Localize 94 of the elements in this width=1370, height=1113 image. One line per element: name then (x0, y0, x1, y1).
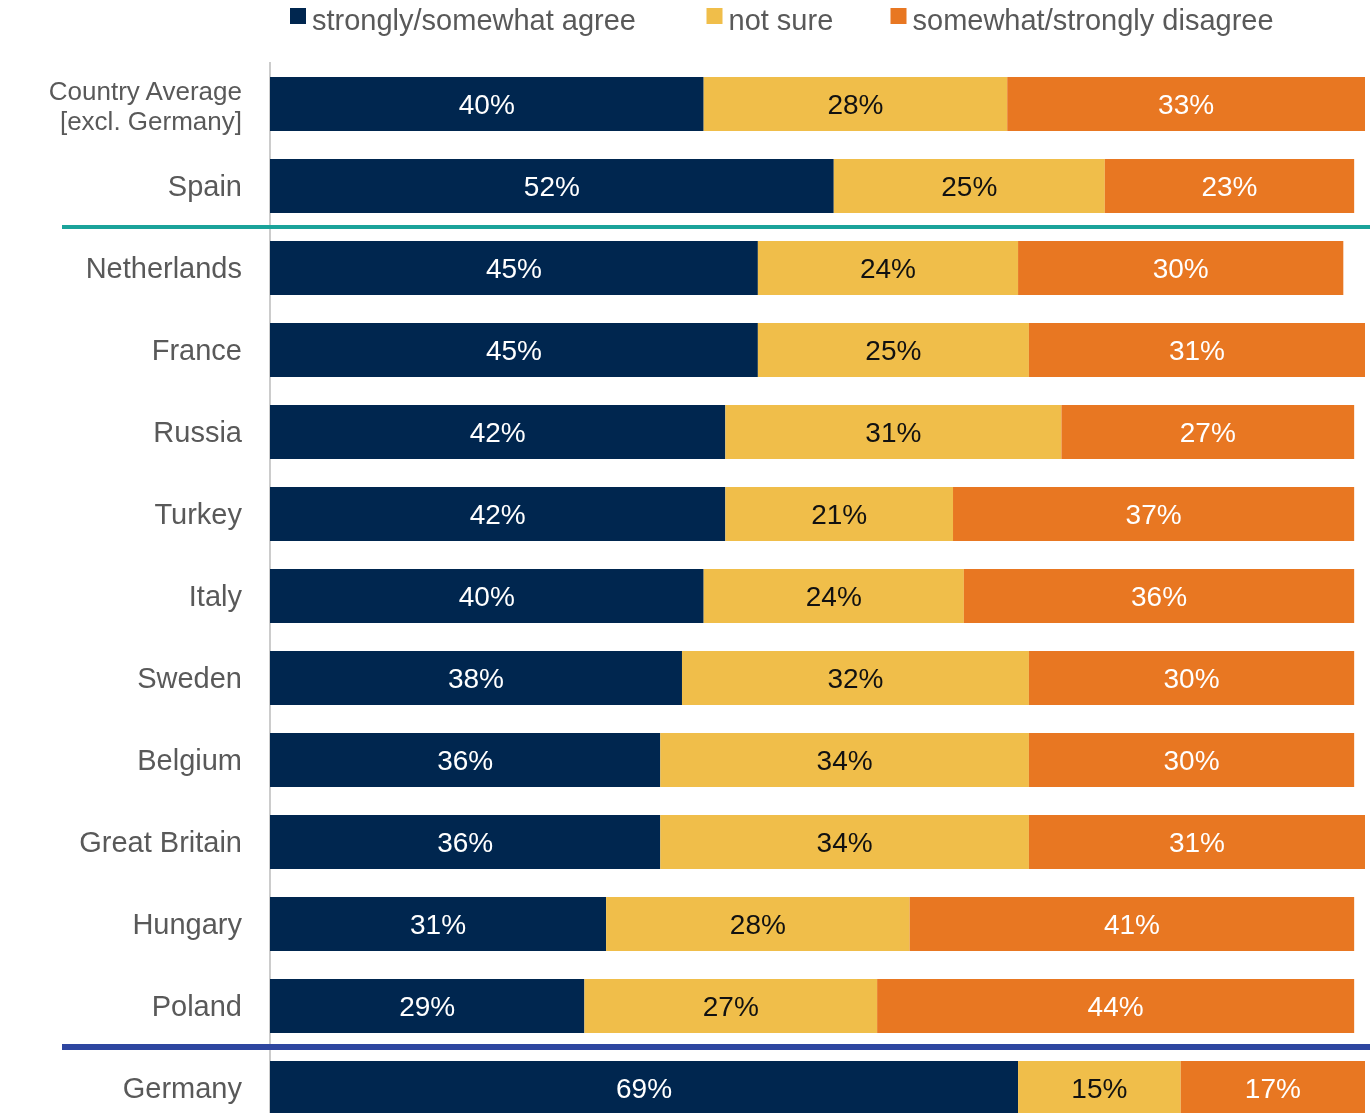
data-label: 36% (1130, 581, 1188, 612)
bar (725, 487, 954, 541)
data-label: 25% (941, 171, 998, 202)
data-label: 41% (1103, 909, 1160, 940)
bar (1018, 1061, 1181, 1113)
data-label: 30% (1163, 663, 1220, 694)
bar (270, 323, 758, 377)
legend-label: somewhat/strongly disagree (912, 4, 1274, 36)
data-label: 31% (410, 909, 467, 940)
bar (584, 979, 878, 1033)
data-label: 69% (616, 1073, 673, 1104)
data-label: 40% (458, 581, 515, 612)
bar (1018, 241, 1344, 295)
data-label: 37% (1125, 499, 1182, 530)
data-label: 52% (523, 171, 580, 202)
data-label: 36% (437, 745, 494, 776)
data-label: 24% (805, 581, 862, 612)
y-tick-label: Hungary (132, 908, 243, 940)
bar (270, 1061, 1019, 1113)
data-label: 34% (816, 745, 873, 776)
bar (909, 897, 1355, 951)
data-label: 27% (702, 991, 759, 1022)
data-label: 30% (1163, 745, 1220, 776)
bar (270, 77, 704, 131)
data-label: 30% (1152, 253, 1209, 284)
data-label: 42% (469, 417, 526, 448)
bar (270, 979, 585, 1033)
data-label: 31% (1168, 827, 1225, 858)
data-label: 31% (1168, 335, 1225, 366)
bar (270, 405, 726, 459)
y-tick-label: Belgium (137, 744, 242, 776)
data-label: 17% (1244, 1073, 1301, 1104)
data-label: 23% (1201, 171, 1258, 202)
bar (1180, 1061, 1365, 1113)
data-label: 38% (447, 663, 505, 694)
bar (660, 733, 1029, 787)
bar (270, 733, 661, 787)
data-label: 40% (458, 89, 515, 120)
data-label: 31% (865, 417, 922, 448)
legend-label: strongly/somewhat agree (312, 4, 636, 36)
bar (703, 569, 964, 623)
bar (270, 897, 607, 951)
y-tick-label: Country Average [excl. Germany] (48, 76, 242, 136)
bar (725, 405, 1062, 459)
y-tick-label: Italy (188, 580, 243, 612)
bar (1007, 77, 1365, 131)
y-tick-label: Sweden (137, 662, 242, 694)
y-tick-label: Spain (167, 170, 242, 202)
data-label: 33% (1158, 89, 1215, 120)
bar (757, 323, 1029, 377)
data-label: 27% (1179, 417, 1236, 448)
bar (660, 815, 1029, 869)
data-label: 28% (827, 89, 884, 120)
bar (703, 77, 1008, 131)
data-label: 32% (827, 663, 884, 694)
data-label: 29% (399, 991, 456, 1022)
y-tick-label: Russia (153, 416, 243, 448)
data-label: 44% (1087, 991, 1144, 1022)
legend-label: not sure (728, 4, 834, 36)
bar (1061, 405, 1355, 459)
bar (270, 159, 834, 213)
data-label: 45% (485, 335, 542, 366)
data-label: 24% (859, 253, 916, 284)
bar (833, 159, 1105, 213)
bar (1028, 733, 1355, 787)
data-label: 36% (437, 827, 494, 858)
data-label: 25% (865, 335, 922, 366)
bar (963, 569, 1355, 623)
y-tick-label: Netherlands (85, 252, 242, 284)
bar (1104, 159, 1355, 213)
bar (757, 241, 1019, 295)
bar (1028, 815, 1365, 869)
data-label: 45% (485, 253, 542, 284)
data-label: 15% (1071, 1073, 1128, 1104)
bar (1028, 323, 1365, 377)
bar (1028, 651, 1355, 705)
bar (877, 979, 1355, 1033)
y-tick-label: Germany (122, 1072, 243, 1104)
bar (606, 897, 910, 951)
y-tick-label: Great Britain (79, 826, 242, 858)
data-label: 34% (816, 827, 873, 858)
data-label: 21% (811, 499, 868, 530)
y-tick-label: France (151, 334, 242, 366)
bar (270, 487, 726, 541)
bar (953, 487, 1355, 541)
data-label: 42% (469, 499, 526, 530)
bar (270, 815, 661, 869)
y-tick-label: Poland (151, 990, 242, 1022)
bar (270, 651, 682, 705)
bar (270, 569, 704, 623)
bar (681, 651, 1029, 705)
data-label: 28% (729, 909, 786, 940)
bar (270, 241, 758, 295)
y-tick-label: Turkey (154, 498, 243, 530)
